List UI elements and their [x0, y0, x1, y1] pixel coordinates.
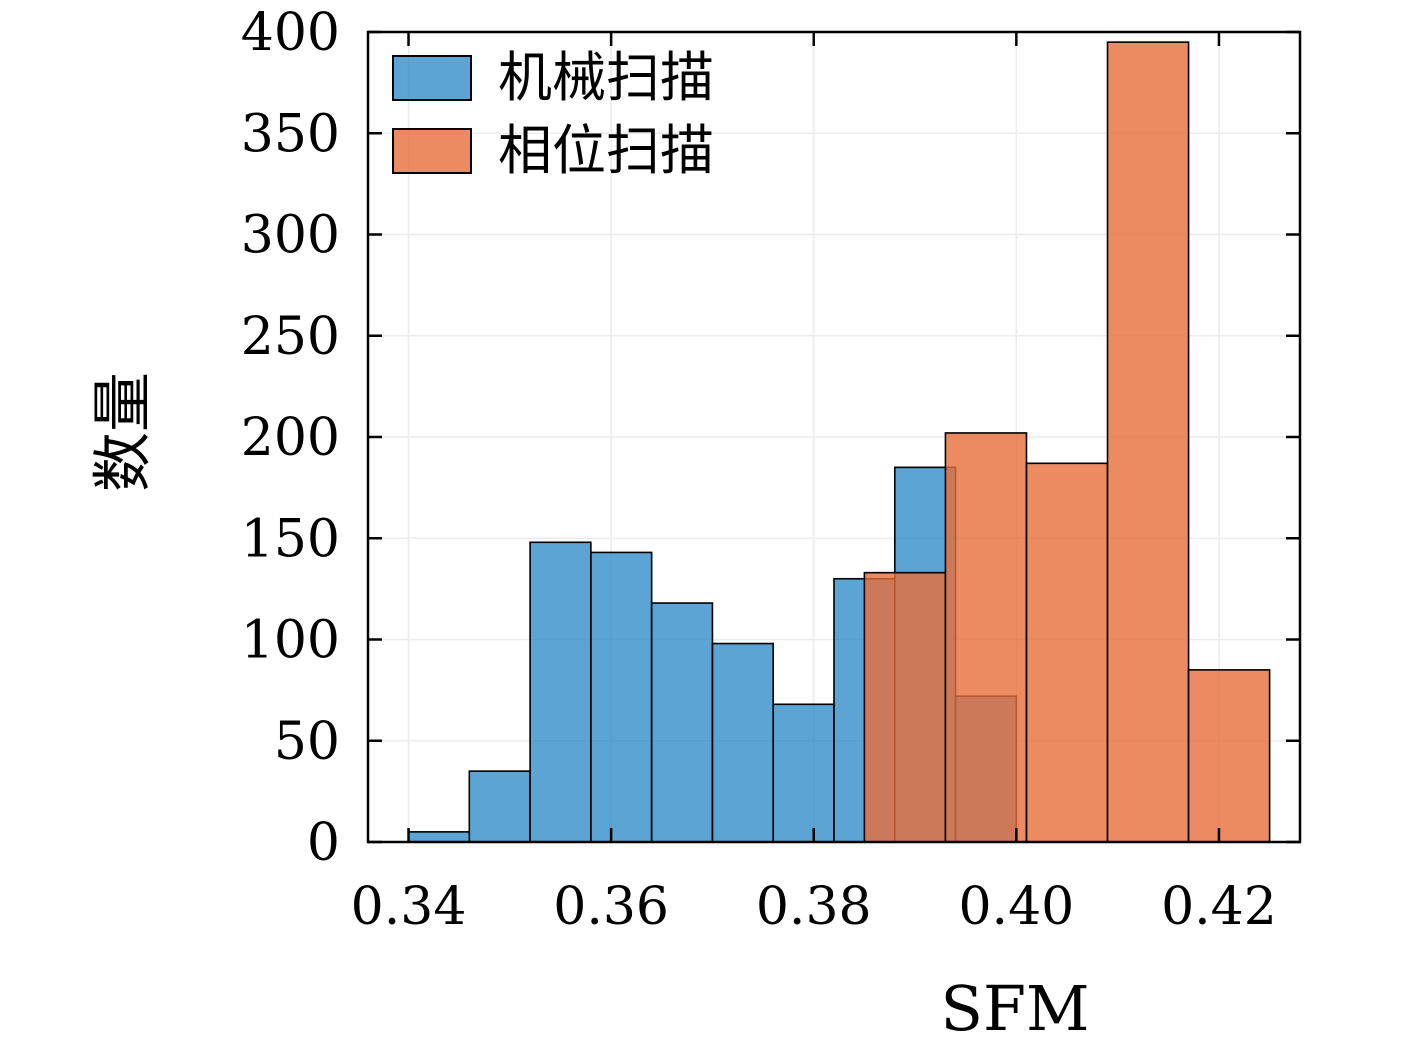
histogram-bar-series-1: [863, 571, 947, 843]
y-tick-label: 250: [241, 307, 340, 367]
y-tick-label: 300: [241, 206, 340, 266]
legend-swatch-orange: [392, 128, 472, 175]
legend-item-phase-scan: 相位扫描: [392, 119, 714, 183]
histogram-bar-series-1: [1025, 462, 1109, 843]
x-tick-label: 0.40: [958, 877, 1074, 937]
y-tick-label: 400: [241, 3, 340, 63]
legend-item-mechanical-scan: 机械扫描: [392, 48, 714, 107]
x-axis-label: SFM: [940, 972, 1090, 1045]
legend-label-phase-scan: 相位扫描: [498, 119, 714, 183]
histogram-bar-series-1: [944, 432, 1028, 843]
legend-label-mechanical-scan: 机械扫描: [498, 46, 714, 109]
y-tick-label: 150: [241, 509, 340, 569]
x-tick-label: 0.42: [1161, 877, 1277, 937]
legend-swatch-blue: [392, 54, 472, 101]
histogram-bar-series-0: [650, 602, 714, 843]
histogram-bar-series-0: [772, 703, 835, 843]
y-tick-label: 200: [241, 408, 340, 468]
y-axis-label: 数量: [88, 372, 159, 492]
histogram-bar-series-0: [711, 642, 775, 843]
histogram-bar-series-0: [468, 770, 531, 843]
y-tick-label: 350: [241, 104, 340, 164]
histogram-bar-series-0: [407, 831, 471, 843]
y-tick-label: 0: [307, 813, 340, 873]
histogram-bar-series-0: [529, 541, 592, 843]
x-tick-label: 0.34: [351, 877, 467, 937]
y-tick-label: 100: [241, 611, 340, 671]
histogram-bar-series-1: [1187, 669, 1271, 843]
legend: 机械扫描 相位扫描: [392, 48, 714, 181]
histogram-bar-series-1: [1106, 41, 1190, 843]
y-tick-label: 50: [274, 712, 340, 772]
x-tick-label: 0.38: [756, 877, 872, 937]
histogram-bar-series-0: [590, 551, 653, 843]
x-tick-label: 0.36: [553, 877, 669, 937]
